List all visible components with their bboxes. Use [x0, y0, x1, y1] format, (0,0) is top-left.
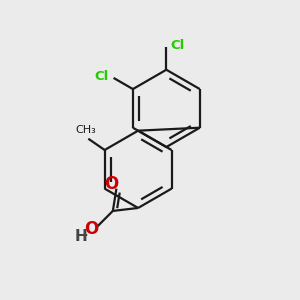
- Text: O: O: [84, 220, 98, 238]
- Text: CH₃: CH₃: [76, 125, 96, 135]
- Text: H: H: [75, 229, 87, 244]
- Text: ·: ·: [84, 229, 88, 244]
- Text: Cl: Cl: [170, 40, 184, 52]
- Text: Cl: Cl: [95, 70, 109, 83]
- Text: O: O: [104, 175, 118, 193]
